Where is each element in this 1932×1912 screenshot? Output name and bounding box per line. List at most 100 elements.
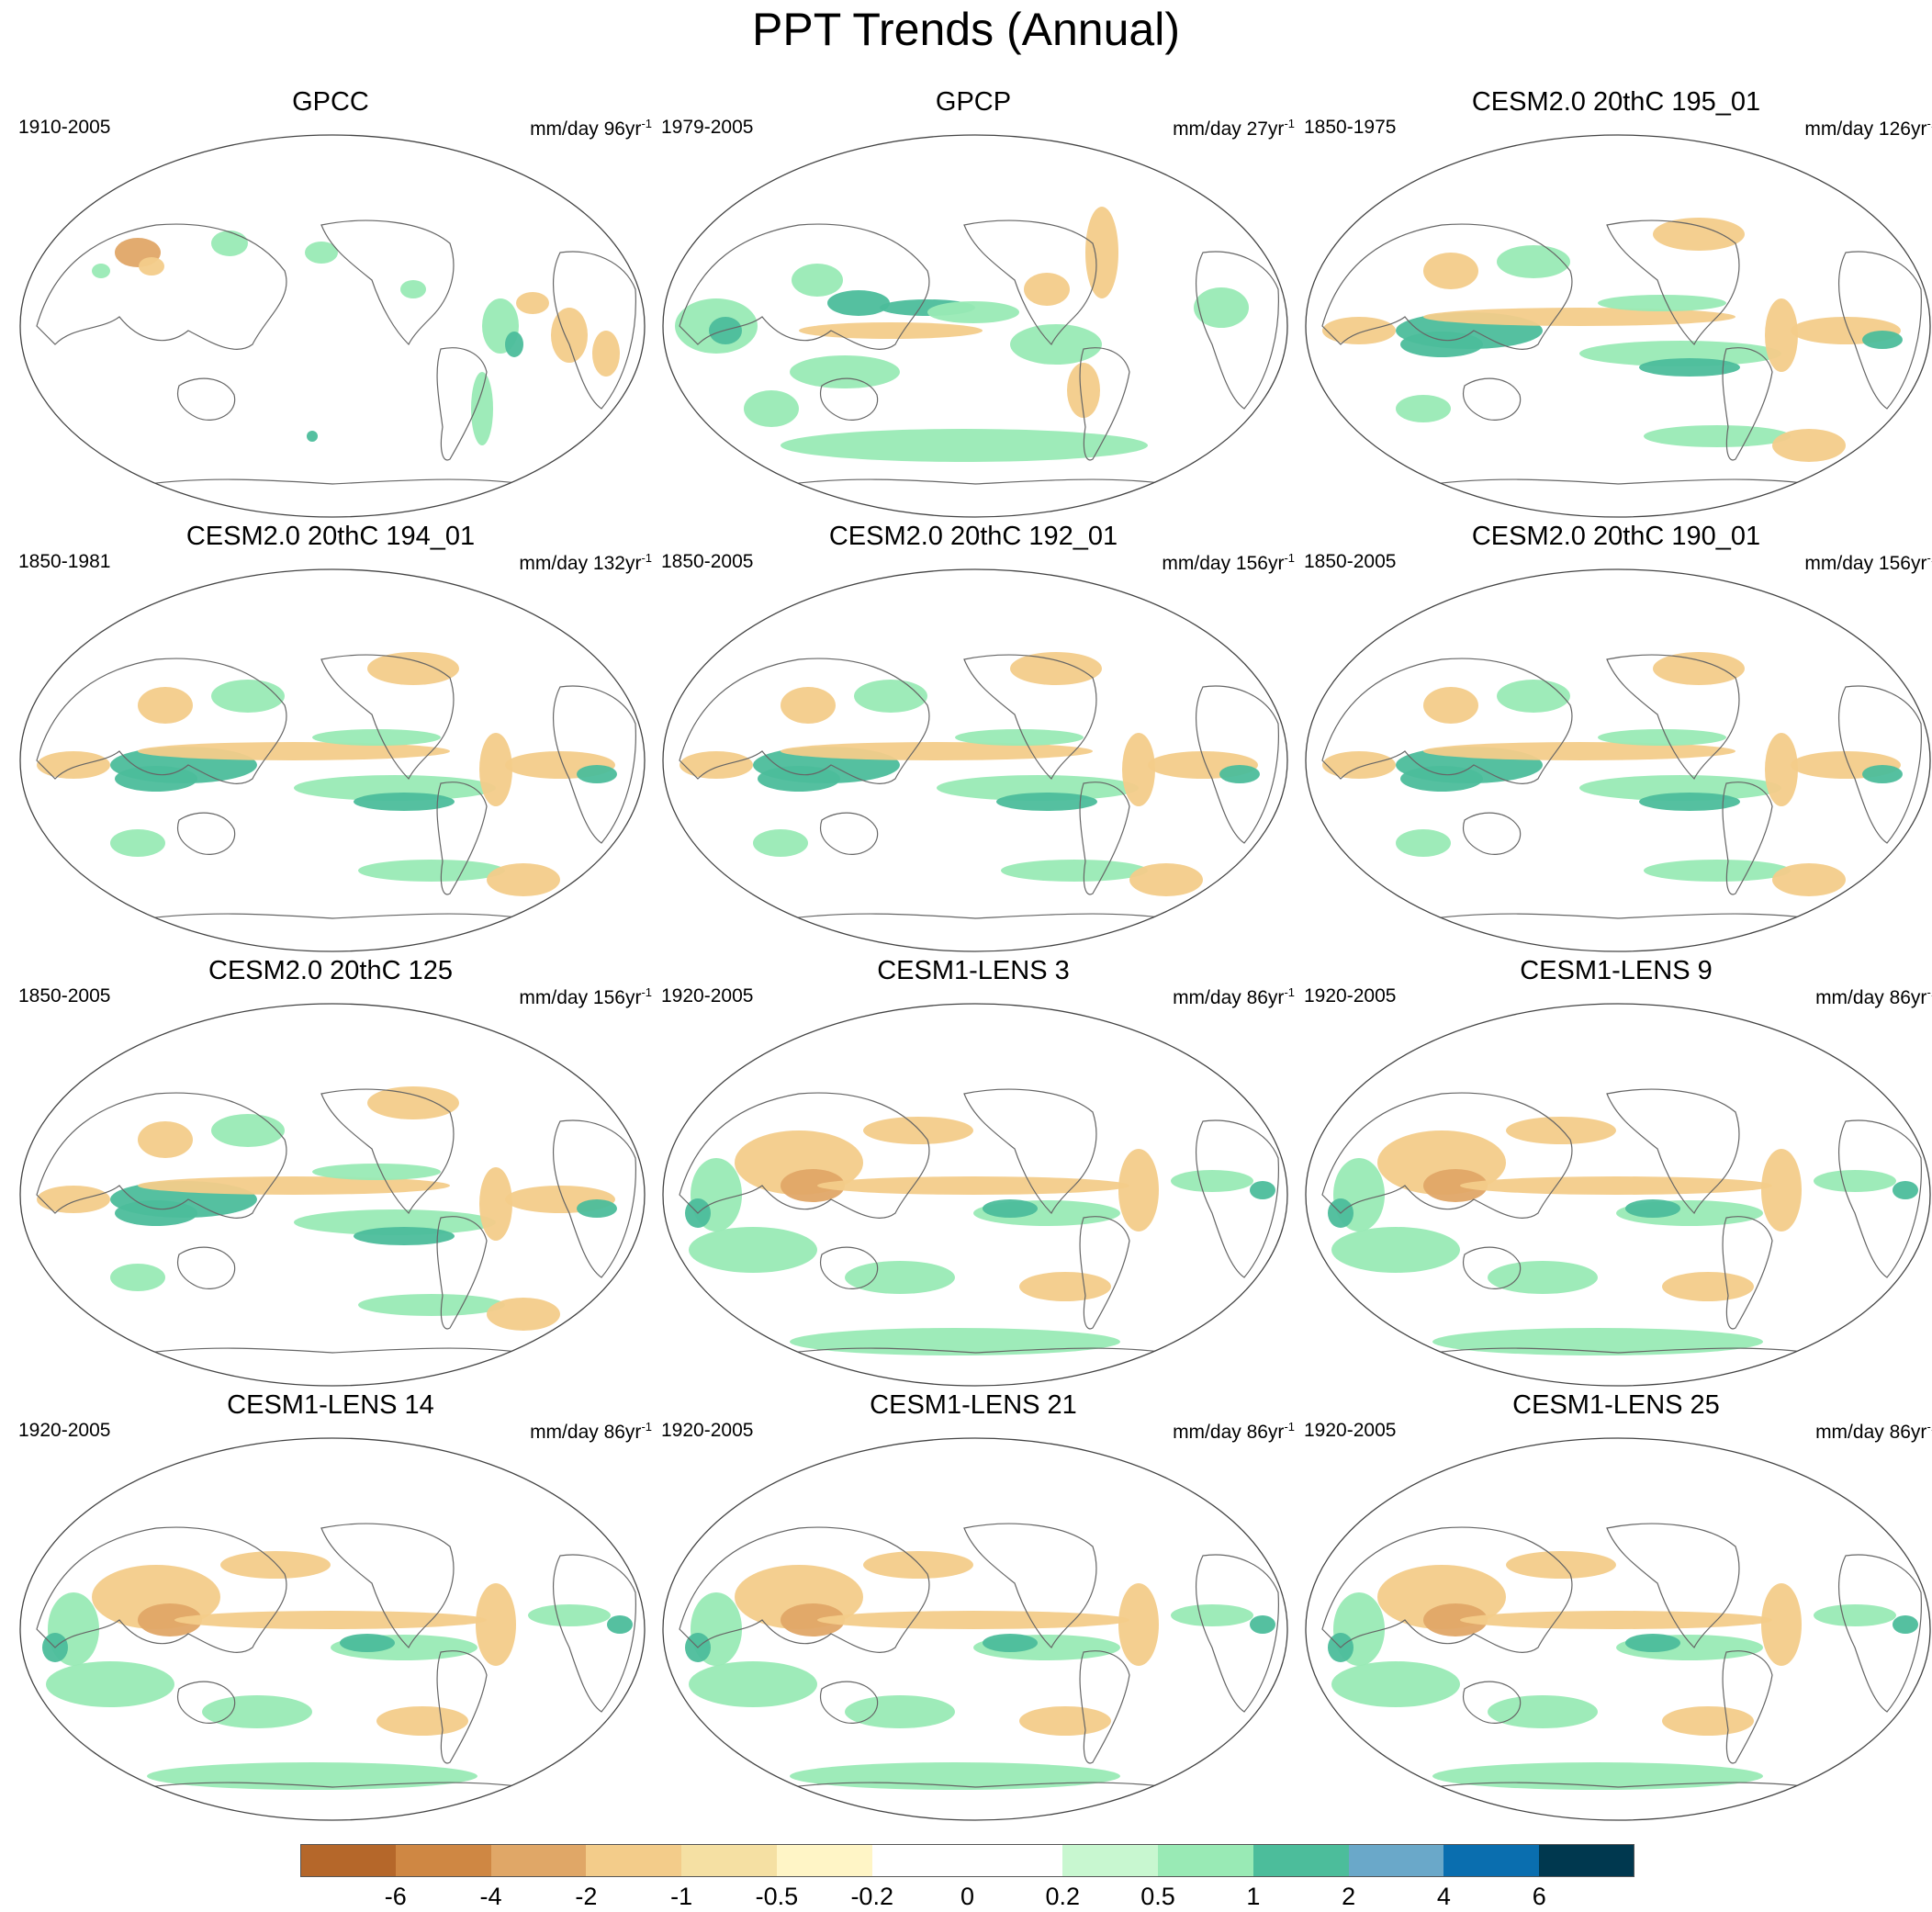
- trend-contour: [996, 793, 1097, 811]
- trend-contour: [305, 242, 338, 264]
- coastline: [1195, 251, 1279, 410]
- world-map: [1305, 1437, 1931, 1821]
- trend-contour: [115, 766, 197, 792]
- coastline: [1722, 347, 1773, 461]
- panel-period: 1850-1981: [18, 551, 111, 572]
- trend-contour: [1639, 358, 1740, 377]
- trend-contour: [577, 765, 617, 783]
- coastline: [1722, 1216, 1773, 1330]
- trend-contour: [607, 1615, 633, 1634]
- coastlines: [679, 1088, 1279, 1356]
- panel-units-text: mm/day 156yr: [519, 987, 642, 1008]
- panel-period: 1920-2005: [1304, 1420, 1397, 1441]
- trend-contour: [1814, 1604, 1896, 1626]
- trend-contour: [790, 355, 900, 388]
- panel-units: mm/day 86yr-1: [1173, 982, 1295, 1009]
- trend-contour: [799, 322, 983, 339]
- trend-contour: [1250, 1615, 1275, 1634]
- trend-contour: [479, 733, 512, 806]
- panel-period: 1850-1975: [1304, 117, 1397, 138]
- coastline: [1079, 1650, 1130, 1764]
- map-border: [1305, 134, 1931, 518]
- panel-units: mm/day 86yr-1: [1815, 982, 1932, 1009]
- map-panel: CESM1-LENS 9 1920-2005 mm/day 86yr-1: [1295, 956, 1932, 1388]
- ocean-background: [1306, 135, 1930, 517]
- coastline: [679, 658, 930, 784]
- panel-units: mm/day 27yr-1: [1173, 113, 1295, 141]
- figure-title: PPT Trends (Annual): [752, 4, 1180, 55]
- panel-title: CESM1-LENS 3: [877, 956, 1070, 985]
- map-panel: CESM2.0 20thC 192_01 1850-2005 mm/day 156y…: [652, 522, 1295, 953]
- trend-contour: [1765, 733, 1798, 806]
- coastline: [436, 1216, 488, 1330]
- trend-contour: [1171, 1604, 1253, 1626]
- trend-contour: [1331, 1661, 1460, 1707]
- trend-contour: [983, 1199, 1038, 1218]
- panel-period: 1850-2005: [18, 985, 111, 1007]
- coastline: [436, 347, 488, 461]
- coastline: [1837, 251, 1922, 410]
- panel-units-text: mm/day 156yr: [1162, 553, 1285, 574]
- trend-contour: [744, 390, 799, 427]
- ocean-background: [663, 1004, 1287, 1386]
- colorbar-swatch: [967, 1844, 1063, 1877]
- map-border: [662, 1437, 1288, 1821]
- panel-units: mm/day 96yr-1: [530, 113, 652, 141]
- panel-units-exponent: -1: [1284, 551, 1295, 565]
- trend-contour: [1579, 341, 1781, 366]
- coastline: [320, 1523, 455, 1649]
- panel-units-exponent: -1: [641, 551, 652, 565]
- coastline: [320, 219, 455, 346]
- coastline: [552, 251, 636, 410]
- colorbar-swatch: [1158, 1844, 1254, 1877]
- coastline: [1463, 812, 1522, 855]
- panel-units-exponent: -1: [641, 985, 652, 999]
- coastline: [1837, 685, 1922, 844]
- trend-contour: [1129, 863, 1203, 896]
- trend-contour: [354, 1227, 455, 1245]
- colorbar-swatch: [871, 1844, 968, 1877]
- panel-title: CESM1-LENS 14: [227, 1390, 434, 1420]
- trend-contour: [1488, 1261, 1598, 1294]
- colorbar-swatch: [776, 1844, 873, 1877]
- trend-contour: [110, 829, 165, 857]
- trend-contour: [1639, 793, 1740, 811]
- trend-contour: [1772, 863, 1846, 896]
- colorbar-swatch: [1539, 1844, 1635, 1877]
- trend-field: [675, 207, 1249, 462]
- trend-contour: [211, 680, 285, 713]
- colorbar-swatch: [300, 1844, 397, 1877]
- colorbar-label: -0.5: [755, 1883, 799, 1910]
- trend-contour: [1662, 1706, 1754, 1736]
- panel-title: CESM1-LENS 25: [1512, 1390, 1720, 1420]
- trend-contour: [1497, 245, 1570, 278]
- trend-contour: [376, 1706, 468, 1736]
- coastline: [1321, 1526, 1573, 1653]
- panel-units-text: mm/day 96yr: [530, 118, 642, 140]
- map-border: [662, 568, 1288, 952]
- colorbar-label: 4: [1436, 1883, 1451, 1910]
- colorbar-label: -1: [670, 1883, 693, 1910]
- trend-contour: [1322, 751, 1396, 779]
- coastline: [770, 478, 1185, 488]
- coastline: [1413, 913, 1828, 922]
- trend-contour: [1814, 1170, 1896, 1192]
- coastline: [320, 1088, 455, 1215]
- colorbar-swatch: [586, 1844, 682, 1877]
- coastline: [552, 685, 636, 844]
- coastlines: [36, 654, 636, 922]
- trend-contour: [1625, 1199, 1680, 1218]
- coastline: [1079, 782, 1130, 895]
- trend-contour: [937, 775, 1139, 801]
- trend-contour: [354, 793, 455, 811]
- map-border: [19, 568, 646, 952]
- trend-contour: [1598, 729, 1726, 746]
- colorbar: [300, 1844, 1635, 1877]
- trend-contour: [781, 1603, 845, 1636]
- colorbar-label: 0: [960, 1883, 975, 1910]
- coastline: [1195, 1554, 1279, 1713]
- map-panel: CESM1-LENS 21 1920-2005 mm/day 86yr-1: [652, 1390, 1295, 1822]
- coastline: [177, 377, 236, 421]
- coastline: [128, 478, 543, 488]
- panel-units-text: mm/day 86yr: [1815, 1422, 1927, 1443]
